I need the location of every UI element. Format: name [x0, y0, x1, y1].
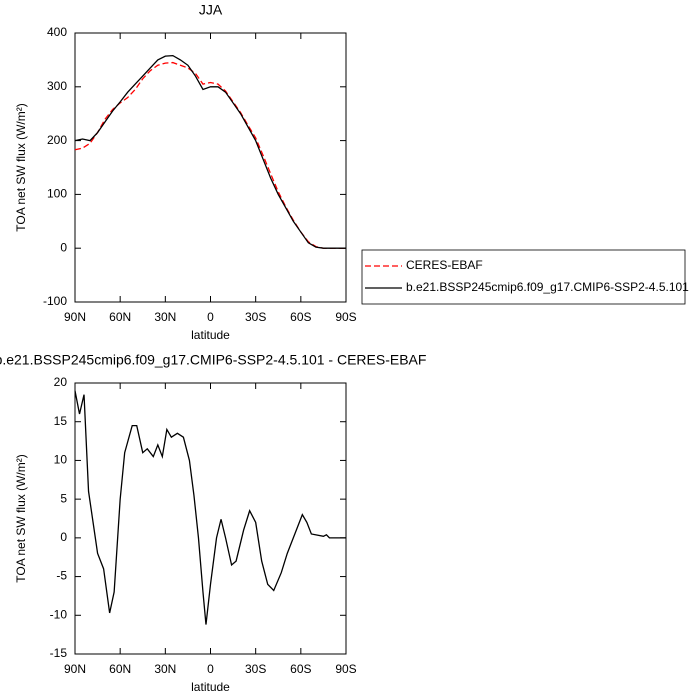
x-axis-label: latitude — [191, 328, 230, 342]
x-tick-label: 90S — [335, 662, 356, 676]
line-series — [74, 54, 346, 249]
plot-frame — [74, 32, 347, 303]
legend-label: b.e21.BSSP245cmip6.f09_g17.CMIP6-SSP2-4.… — [406, 280, 689, 294]
x-tick-label: 60N — [109, 310, 131, 324]
y-tick-label: 100 — [47, 187, 67, 201]
legend-label: CERES-EBAF — [406, 258, 483, 272]
x-tick-label: 30N — [154, 310, 176, 324]
y-tick-label: 0 — [60, 530, 67, 544]
y-tick-label: 20 — [54, 375, 68, 389]
x-tick-label: 60S — [290, 662, 311, 676]
y-tick-label: 200 — [47, 133, 67, 147]
chart-title: b.e21.BSSP245cmip6.f09_g17.CMIP6-SSP2-4.… — [0, 352, 426, 368]
legend: CERES-EBAF b.e21.BSSP245cmip6.f09_g17.CMI… — [361, 249, 689, 305]
y-tick-label: 5 — [60, 491, 67, 505]
y-tick-label: -5 — [56, 569, 67, 583]
y-axis-label: TOA net SW flux (W/m²) — [14, 454, 28, 582]
x-tick-label: 0 — [207, 662, 214, 676]
x-tick-label: 60N — [109, 662, 131, 676]
x-tick-label: 90S — [335, 310, 356, 324]
y-tick-label: -15 — [50, 646, 68, 660]
y-tick-label: 10 — [54, 453, 68, 467]
y-tick-label: -10 — [50, 607, 68, 621]
x-tick-label: 60S — [290, 310, 311, 324]
legend-box — [361, 249, 686, 305]
y-tick-label: 400 — [47, 25, 67, 39]
line-series — [74, 390, 346, 625]
x-axis-label: latitude — [191, 680, 230, 694]
x-tick-label: 90N — [64, 310, 86, 324]
y-tick-label: 300 — [47, 79, 67, 93]
y-axis-label: TOA net SW flux (W/m²) — [14, 103, 28, 231]
x-tick-label: 0 — [207, 310, 214, 324]
line-series — [74, 61, 346, 249]
x-tick-label: 30S — [245, 310, 266, 324]
x-tick-label: 30N — [154, 662, 176, 676]
plot-frame — [74, 382, 347, 655]
x-tick-label: 30S — [245, 662, 266, 676]
panel: b.e21.BSSP245cmip6.f09_g17.CMIP6-SSP2-4.… — [0, 352, 426, 694]
y-tick-label: 0 — [60, 240, 67, 254]
panel: JJA latitude TOA net SW flux (W/m²) -100 0 10… — [14, 2, 689, 342]
x-tick-label: 90N — [64, 662, 86, 676]
chart-title: JJA — [199, 2, 223, 18]
y-tick-label: 15 — [54, 414, 68, 428]
y-tick-label: -100 — [43, 294, 67, 308]
